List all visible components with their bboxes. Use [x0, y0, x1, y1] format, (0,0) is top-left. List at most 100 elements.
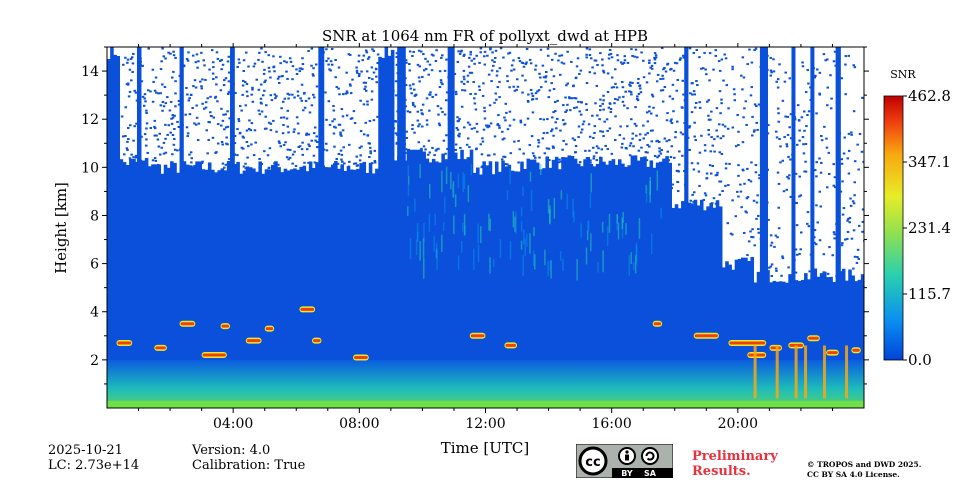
cirrus-streak — [441, 234, 443, 253]
noise-speck — [483, 50, 487, 53]
signal-column — [201, 169, 206, 408]
noise-speck — [327, 57, 330, 60]
noise-speck — [414, 93, 418, 96]
noise-speck — [797, 119, 801, 122]
noise-speck — [537, 89, 541, 92]
noise-speck — [153, 134, 157, 137]
noise-speck — [262, 72, 266, 75]
noise-speck — [344, 92, 348, 95]
signal-column — [466, 157, 471, 408]
noise-speck — [181, 163, 185, 166]
noise-speck — [545, 147, 549, 150]
noise-speck — [775, 269, 778, 272]
noise-speck — [858, 132, 862, 135]
noise-speck — [157, 163, 160, 166]
noise-speck — [498, 67, 502, 70]
noise-speck — [286, 125, 290, 128]
noise-speck — [319, 108, 322, 111]
noise-speck — [531, 111, 535, 114]
noise-speck — [411, 103, 415, 106]
signal-column — [416, 149, 420, 408]
noise-speck — [410, 92, 413, 95]
noise-speck — [282, 124, 285, 127]
noise-speck — [777, 112, 780, 115]
cirrus-streak — [462, 172, 464, 193]
signal-column — [655, 162, 660, 408]
noise-speck — [732, 88, 736, 91]
signal-column — [157, 164, 162, 408]
noise-speck — [459, 146, 462, 149]
signal-column — [441, 153, 445, 408]
noise-speck — [398, 146, 401, 149]
noise-speck — [422, 53, 425, 56]
noise-speck — [820, 161, 823, 164]
noise-speck — [585, 56, 588, 59]
noise-speck — [692, 191, 696, 194]
noise-speck — [224, 163, 228, 166]
noise-speck — [337, 123, 341, 126]
signal-column — [343, 170, 348, 408]
noise-speck — [171, 134, 175, 137]
noise-speck — [522, 65, 526, 68]
noise-speck — [268, 147, 272, 150]
noise-speck — [799, 194, 803, 197]
colorbar-label: SNR — [890, 68, 916, 81]
signal-column — [592, 166, 597, 408]
noise-speck — [602, 69, 605, 72]
noise-speck — [670, 67, 673, 70]
signal-column — [699, 199, 704, 408]
noise-speck — [447, 76, 450, 79]
signal-column — [633, 155, 638, 408]
signal-column — [362, 161, 367, 408]
noise-speck — [286, 109, 290, 112]
noise-speck — [690, 162, 694, 165]
noise-speck — [690, 93, 694, 96]
noise-speck — [551, 116, 554, 119]
noise-speck — [731, 68, 734, 71]
noise-speck — [799, 248, 803, 251]
noise-speck — [291, 93, 294, 96]
noise-speck — [776, 107, 780, 110]
signal-column — [397, 47, 403, 408]
noise-speck — [753, 244, 756, 247]
noise-speck — [295, 68, 298, 71]
noise-speck — [815, 175, 818, 178]
noise-speck — [322, 51, 325, 54]
signal-column — [482, 161, 486, 408]
noise-speck — [286, 92, 289, 95]
signal-column — [791, 47, 796, 408]
signal-column — [277, 167, 281, 408]
signal-column — [302, 165, 307, 408]
noise-speck — [477, 85, 481, 88]
noise-speck — [746, 63, 749, 66]
signal-column — [460, 149, 464, 408]
noise-speck — [753, 103, 757, 106]
noise-speck — [247, 145, 250, 148]
noise-speck — [669, 156, 673, 159]
noise-speck — [451, 145, 454, 148]
signal-column — [185, 164, 190, 408]
noise-speck — [714, 54, 718, 57]
noise-speck — [157, 92, 160, 95]
noise-speck — [315, 146, 319, 149]
noise-speck — [412, 50, 415, 53]
signal-column — [409, 149, 414, 408]
noise-speck — [228, 158, 231, 161]
noise-speck — [437, 147, 440, 150]
noise-speck — [159, 68, 163, 71]
noise-speck — [652, 106, 655, 109]
noise-speck — [503, 116, 506, 119]
noise-speck — [676, 190, 680, 193]
noise-speck — [849, 197, 852, 200]
noise-speck — [558, 158, 561, 161]
noise-speck — [438, 124, 442, 127]
noise-speck — [646, 120, 650, 123]
noise-speck — [798, 139, 801, 142]
signal-column — [356, 168, 360, 408]
noise-speck — [126, 83, 130, 86]
noise-speck — [651, 129, 654, 132]
noise-speck — [763, 72, 767, 75]
noise-speck — [397, 111, 400, 114]
signal-column — [561, 156, 565, 408]
noise-speck — [638, 84, 642, 87]
